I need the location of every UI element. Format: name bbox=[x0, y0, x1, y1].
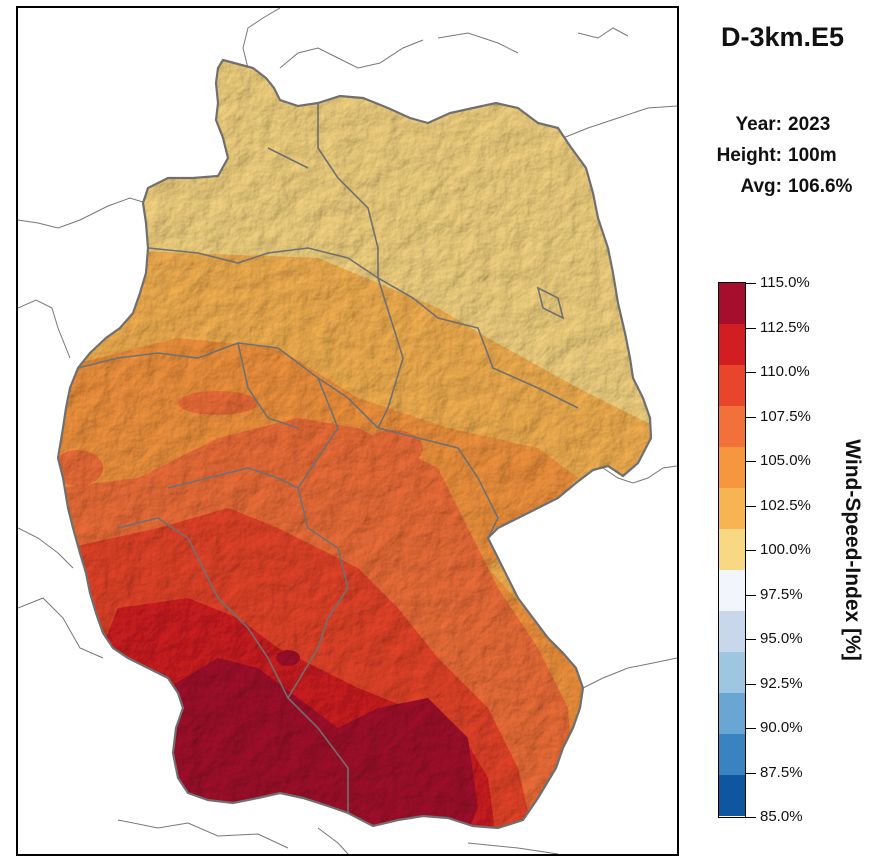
colorbar-segment bbox=[719, 406, 745, 447]
colorbar-tick bbox=[746, 728, 756, 729]
colorbar-tick-label: 85.0% bbox=[760, 808, 803, 825]
colorbar-tick bbox=[746, 372, 756, 373]
colorbar-tick-label: 90.0% bbox=[760, 719, 803, 736]
colorbar-segment bbox=[719, 611, 745, 652]
avg-row: Avg: 106.6% bbox=[690, 176, 870, 198]
colorbar-segment bbox=[719, 529, 745, 570]
colorbar-tick bbox=[746, 505, 756, 507]
avg-label: Avg: bbox=[740, 176, 782, 197]
colorbar-title: Wind-Speed-Index [%] bbox=[841, 439, 864, 661]
year-row: Year: 2023 bbox=[690, 114, 870, 136]
colorbar-tick-label: 115.0% bbox=[760, 274, 810, 291]
colorbar-tick-label: 92.5% bbox=[760, 674, 803, 692]
model-title: D-3km.E5 bbox=[720, 22, 845, 52]
wind-index-map bbox=[16, 6, 679, 856]
height-label: Height: bbox=[716, 145, 782, 166]
colorbar-tick-label: 112.5% bbox=[760, 318, 810, 336]
height-row: Height: 100m bbox=[690, 145, 870, 167]
colorbar-segment bbox=[719, 488, 745, 529]
colorbar-tick bbox=[746, 817, 756, 818]
colorbar-tick bbox=[746, 416, 756, 418]
colorbar-tick-label: 87.5% bbox=[760, 763, 803, 781]
colorbar-tick-label: 102.5% bbox=[760, 496, 811, 514]
colorbar-tick bbox=[746, 772, 756, 774]
colorbar-tick bbox=[746, 550, 756, 551]
colorbar-tick-label: 110.0% bbox=[760, 363, 810, 380]
colorbar-tick bbox=[746, 594, 756, 596]
avg-value: 106.6% bbox=[788, 176, 853, 197]
colorbar-tick bbox=[746, 283, 756, 284]
colorbar-segment bbox=[719, 775, 745, 816]
colorbar-tick-label: 107.5% bbox=[760, 407, 811, 425]
colorbar-segment bbox=[719, 570, 745, 611]
colorbar-tick-label: 100.0% bbox=[760, 541, 811, 558]
colorbar-tick bbox=[746, 327, 756, 329]
colorbar-tick-label: 95.0% bbox=[760, 630, 803, 647]
colorbar-segment bbox=[719, 652, 745, 693]
colorbar-tick-label: 105.0% bbox=[760, 452, 811, 469]
year-value: 2023 bbox=[788, 114, 831, 135]
state-borders bbox=[77, 103, 579, 813]
wind-index-field bbox=[58, 60, 651, 828]
colorbar-segment bbox=[719, 447, 745, 488]
colorbar-tick bbox=[746, 461, 756, 462]
colorbar-segment bbox=[719, 283, 745, 324]
colorbar-segment bbox=[719, 734, 745, 775]
colorbar bbox=[718, 282, 746, 818]
colorbar-segment bbox=[719, 365, 745, 406]
colorbar-tick-label: 97.5% bbox=[760, 585, 803, 603]
colorbar-segment bbox=[719, 693, 745, 734]
colorbar-tick bbox=[746, 639, 756, 640]
colorbar-segment bbox=[719, 324, 745, 365]
map-svg bbox=[18, 8, 677, 854]
height-value: 100m bbox=[788, 145, 837, 166]
neighbour-borders bbox=[18, 8, 677, 854]
colorbar-tick bbox=[746, 683, 756, 685]
year-label: Year: bbox=[735, 114, 782, 135]
